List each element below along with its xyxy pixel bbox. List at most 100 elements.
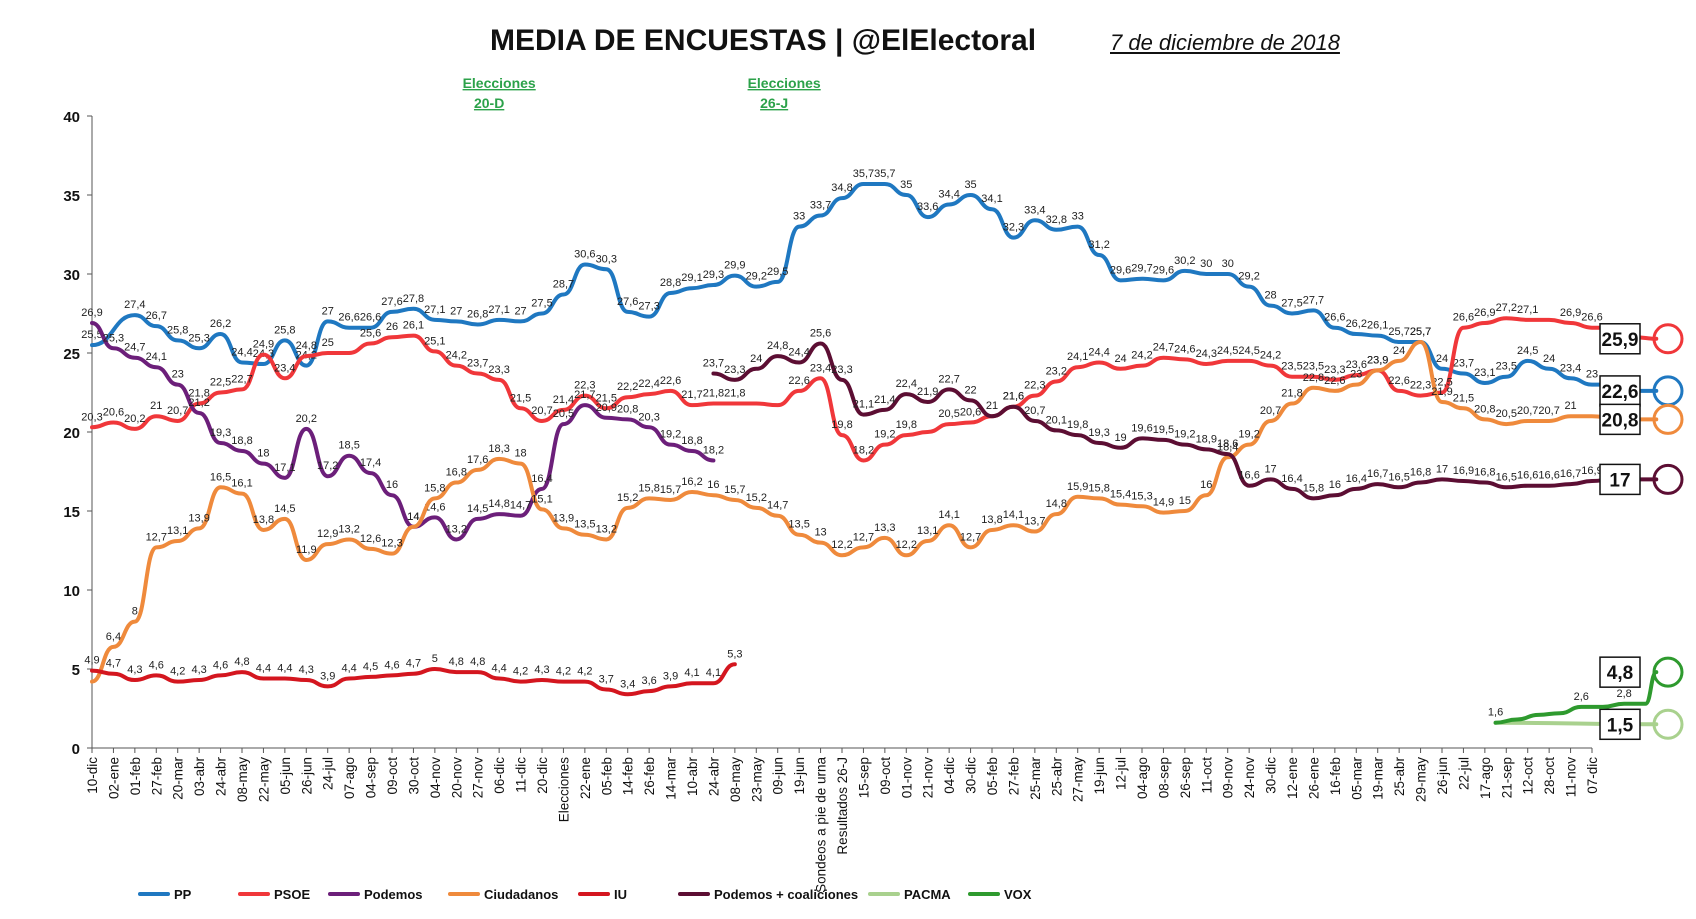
- data-label: 18,8: [231, 435, 252, 447]
- data-label: 24,6: [1174, 343, 1195, 355]
- series-line-vox: [1493, 670, 1659, 725]
- data-label: 16: [707, 479, 719, 491]
- data-label: 20,7: [1538, 405, 1559, 417]
- data-label: 23,3: [1324, 364, 1345, 376]
- data-label: 4,4: [277, 662, 292, 674]
- data-label: 21,4: [874, 394, 895, 406]
- data-label: 21,8: [188, 388, 209, 400]
- x-tick-label: 27-may: [1071, 757, 1086, 802]
- data-label: 20,5: [553, 408, 574, 420]
- data-label: 20,6: [103, 407, 124, 419]
- data-label: 17,2: [317, 460, 338, 472]
- data-label: 4,4: [491, 662, 506, 674]
- data-label: 12,2: [831, 539, 852, 551]
- data-label: 15,8: [1303, 482, 1324, 494]
- data-label: 22,7: [938, 373, 959, 385]
- data-label: 33: [1072, 211, 1084, 223]
- data-label: 4,3: [534, 664, 549, 676]
- data-label: 27: [514, 305, 526, 317]
- legend-item-podemos: Podemos: [364, 887, 423, 902]
- data-label: 24,5: [1217, 345, 1238, 357]
- data-label: 27,8: [403, 293, 424, 305]
- data-label: 12,7: [960, 531, 981, 543]
- data-label: 13,8: [981, 514, 1002, 526]
- data-label: 28: [1264, 290, 1276, 302]
- data-label: 22: [964, 384, 976, 396]
- election-annotation-date: 20-D: [474, 95, 504, 111]
- data-label: 4,6: [213, 659, 228, 671]
- x-tick-label: 14-feb: [621, 757, 636, 795]
- data-label: 24: [1436, 353, 1448, 365]
- data-label: 24,5: [1238, 345, 1259, 357]
- data-label: 3,7: [599, 674, 614, 686]
- data-label: 33: [793, 211, 805, 223]
- data-label: 33,4: [1024, 204, 1045, 216]
- data-label: 18,3: [488, 443, 509, 455]
- data-label: 16,6: [1517, 470, 1538, 482]
- data-label: 24,3: [1196, 348, 1217, 360]
- data-label: 28,8: [660, 277, 681, 289]
- data-label: 22,4: [638, 378, 659, 390]
- data-label: 34,1: [981, 193, 1002, 205]
- data-label: 27,1: [424, 304, 445, 316]
- data-label: 14,7: [510, 500, 531, 512]
- data-label: 24,4: [231, 346, 252, 358]
- x-tick-label: 04-nov: [428, 757, 443, 799]
- data-label: 12,7: [853, 531, 874, 543]
- x-tick-label: 30-dic: [964, 757, 979, 794]
- data-label: 16,7: [1367, 468, 1388, 480]
- data-label: 15,1: [531, 493, 552, 505]
- x-tick-label: 19-mar: [1371, 757, 1386, 800]
- data-label: 21,2: [188, 397, 209, 409]
- x-tick-label: 09-oct: [385, 757, 400, 795]
- end-value-label: 17: [1609, 470, 1630, 491]
- x-tick-label: 08-may: [728, 757, 743, 802]
- data-label: 19,3: [210, 427, 231, 439]
- data-label: 23: [172, 369, 184, 381]
- data-label: 22,3: [1024, 380, 1045, 392]
- data-label: 25,6: [360, 328, 381, 340]
- x-tick-label: 26-feb: [642, 757, 657, 795]
- end-value-label: 20,8: [1602, 410, 1639, 431]
- data-label: 3,9: [320, 670, 335, 682]
- party-logo-icon: [1652, 463, 1684, 495]
- end-value-label: 4,8: [1607, 663, 1633, 684]
- data-label: 3,6: [641, 675, 656, 687]
- data-label: 21,8: [724, 388, 745, 400]
- data-label: 24,7: [1153, 342, 1174, 354]
- data-label: 21: [150, 400, 162, 412]
- data-label: 26,6: [1581, 312, 1602, 324]
- x-tick-label: 19-jun: [792, 757, 807, 795]
- data-label: 26,6: [360, 312, 381, 324]
- election-annotation: Elecciones: [463, 75, 536, 91]
- data-label: 18,5: [338, 440, 359, 452]
- data-label: 22,5: [210, 377, 231, 389]
- data-label: 23,9: [1367, 354, 1388, 366]
- x-tick-label: 24-abr: [214, 757, 229, 797]
- data-label: 23,6: [1346, 359, 1367, 371]
- end-value-box: [1599, 323, 1641, 355]
- data-label: 29,7: [1131, 263, 1152, 275]
- x-tick-label: Sondeos a pie de urna: [814, 757, 829, 893]
- data-label: 18: [514, 448, 526, 460]
- x-tick-label: 12-ene: [1285, 757, 1300, 799]
- data-label: 25,6: [810, 328, 831, 340]
- data-label: 16,8: [1474, 467, 1495, 479]
- data-label: 22,5: [1431, 377, 1452, 389]
- data-label: 23,7: [1453, 358, 1474, 370]
- data-label: 13,2: [446, 523, 467, 535]
- data-label: 19,3: [1088, 427, 1109, 439]
- y-tick-label: 25: [63, 346, 80, 363]
- data-label: 13,2: [596, 523, 617, 535]
- data-label: 30,6: [574, 249, 595, 261]
- data-label: 16,9: [1453, 465, 1474, 477]
- data-label: 4,1: [684, 667, 699, 679]
- data-label: 22,8: [1303, 372, 1324, 384]
- x-tick-label: 10-abr: [685, 757, 700, 797]
- x-tick-label: 05-feb: [599, 757, 614, 795]
- series-line-ciudadanos: [90, 339, 1659, 684]
- data-label: 17: [1436, 463, 1448, 475]
- x-tick-label: 27-nov: [471, 757, 486, 799]
- data-label: 4,4: [256, 662, 271, 674]
- data-label: 26,2: [1346, 318, 1367, 330]
